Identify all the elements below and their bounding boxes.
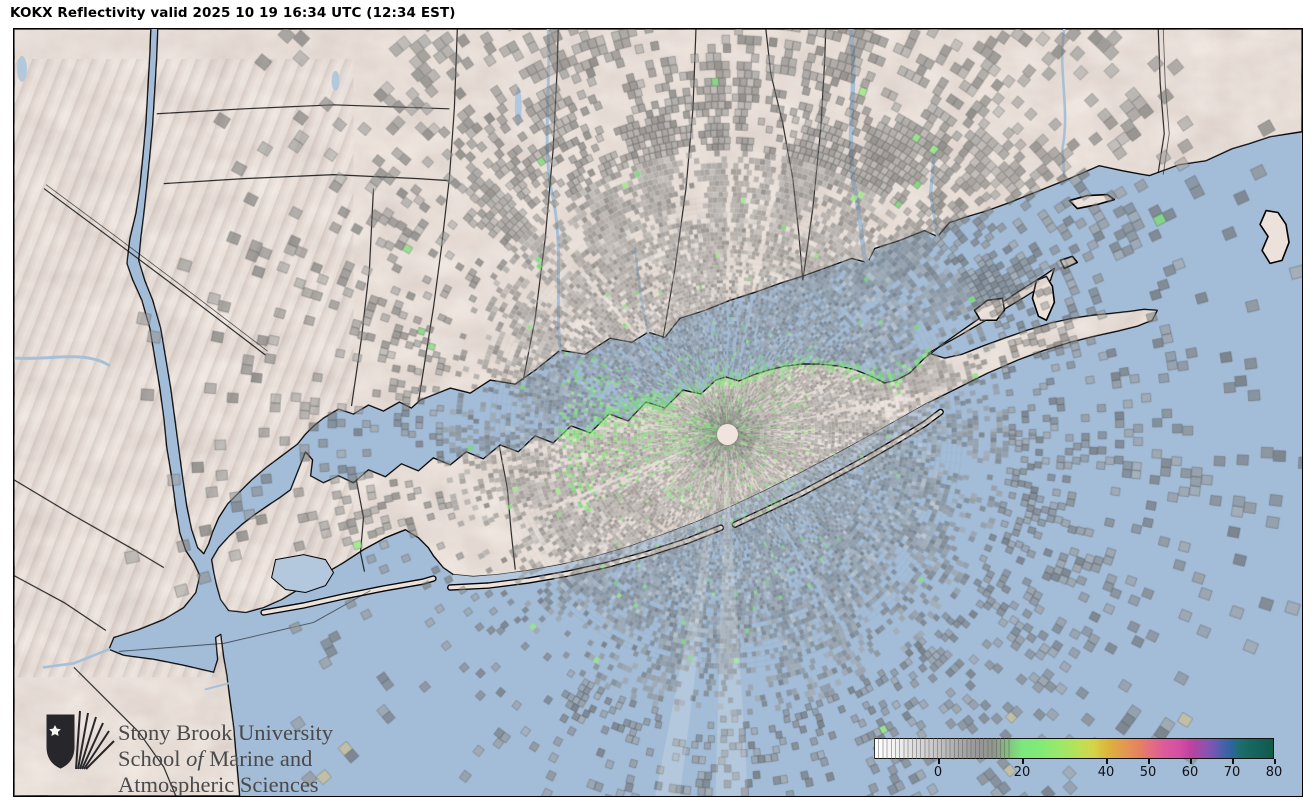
colorbar-tick-label: 0: [933, 765, 943, 780]
colorbar-tick: [1022, 759, 1024, 764]
colorbar-tick: [1190, 759, 1192, 764]
colorbar-tick: [1232, 759, 1234, 764]
sbu-logo: Stony Brook University School of Marine …: [44, 707, 374, 797]
radar-echo-layer: [14, 29, 1302, 796]
map-area: .land{fill:var(--land,#ece2db);stroke:va…: [13, 28, 1303, 797]
colorbar-tick-label: 60: [1181, 765, 1199, 780]
colorbar-tick-label: 80: [1265, 765, 1283, 780]
radar-site-marker: [716, 423, 738, 445]
colorbar-tick-label: 20: [1013, 765, 1031, 780]
colorbar: 0 20 40 50 60 70 80: [874, 738, 1282, 780]
logo-line-2: School of Marine and: [118, 746, 313, 771]
colorbar-tick-label: 50: [1139, 765, 1157, 780]
colorbar-tick: [1106, 759, 1108, 764]
logo-line-1: Stony Brook University: [118, 720, 334, 745]
colorbar-bin-lines: [874, 738, 1010, 759]
colorbar-tick-label: 40: [1097, 765, 1115, 780]
sbu-shield-icon: [46, 710, 115, 770]
colorbar-tick-label: 70: [1223, 765, 1241, 780]
logo-line-3: Atmospheric Sciences: [118, 772, 319, 797]
colorbar-tick: [938, 759, 940, 764]
colorbar-tick: [1148, 759, 1150, 764]
colorbar-tick: [1274, 759, 1276, 764]
figure-title: KOKX Reflectivity valid 2025 10 19 16:34…: [10, 5, 456, 21]
shield-star-icon: [49, 725, 61, 736]
